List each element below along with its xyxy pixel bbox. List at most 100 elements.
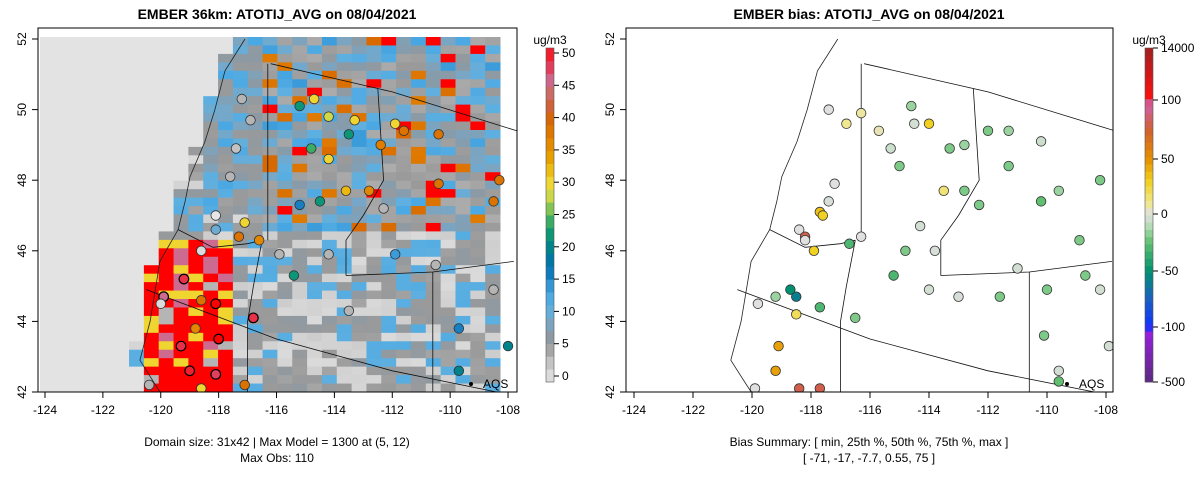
station-marker xyxy=(190,323,201,334)
grid-cell xyxy=(292,324,308,334)
station-marker xyxy=(823,196,834,207)
grid-cell xyxy=(336,121,353,131)
station-marker xyxy=(349,114,360,126)
grid-cell xyxy=(425,62,442,72)
grid-cell xyxy=(232,163,249,173)
grid-cell xyxy=(425,79,442,89)
grid-cell xyxy=(485,180,501,190)
grid-cell xyxy=(40,79,56,89)
grid-cell xyxy=(143,146,160,156)
grid-cell xyxy=(203,189,219,199)
grid-cell xyxy=(129,138,145,148)
grid-cell xyxy=(455,383,471,392)
grid-cell xyxy=(173,129,189,139)
grid-cell xyxy=(440,332,456,342)
grid-cell xyxy=(336,53,353,63)
grid-cell xyxy=(440,180,456,190)
grid-cell xyxy=(262,53,278,63)
grid-cell xyxy=(262,256,278,266)
station-marker xyxy=(210,210,221,221)
grid-cell xyxy=(485,87,501,97)
colorbar-tick-label: 40 xyxy=(562,111,576,125)
grid-cell xyxy=(218,324,234,334)
grid-cell xyxy=(247,53,264,63)
grid-cell xyxy=(158,138,175,148)
grid-cell xyxy=(440,146,456,156)
grid-cell xyxy=(425,104,442,114)
grid-cell xyxy=(129,113,145,123)
grid-cell xyxy=(99,138,115,148)
grid-cell xyxy=(425,138,442,148)
grid-cell xyxy=(381,96,397,106)
colorbar-segment xyxy=(546,227,554,242)
station-marker xyxy=(841,118,852,129)
grid-cell xyxy=(292,96,308,106)
grid-cell xyxy=(307,375,323,385)
grid-cell xyxy=(203,53,219,63)
grid-cell xyxy=(396,239,412,249)
grid-cell xyxy=(455,375,471,385)
grid-cell xyxy=(188,341,204,351)
grid-cell xyxy=(262,172,278,182)
grid-cell xyxy=(425,214,442,224)
grid-cell xyxy=(99,222,115,232)
y-tick-label: 44 xyxy=(603,314,617,328)
grid-cell xyxy=(203,332,219,342)
grid-cell xyxy=(425,155,442,165)
grid-cell xyxy=(188,96,204,106)
grid-cell xyxy=(69,155,86,165)
grid-cell xyxy=(485,332,501,342)
grid-cell xyxy=(336,62,353,72)
grid-cell xyxy=(114,299,130,308)
grid-cell xyxy=(470,341,486,351)
grid-cell xyxy=(114,315,130,325)
grid-cell xyxy=(321,206,338,215)
grid-cell xyxy=(351,146,367,156)
grid-cell xyxy=(440,248,456,258)
grid-cell xyxy=(247,138,264,148)
station-marker xyxy=(1094,284,1106,295)
grid-cell xyxy=(277,256,293,266)
grid-cell xyxy=(307,299,323,308)
grid-cell xyxy=(158,129,175,139)
grid-cell xyxy=(292,129,308,139)
grid-cell xyxy=(381,299,397,308)
grid-cell xyxy=(173,214,189,224)
grid-cell xyxy=(455,129,471,139)
x-tick-label: -120 xyxy=(149,403,173,417)
grid-cell xyxy=(336,324,353,334)
grid-cell xyxy=(188,214,204,224)
grid-cell xyxy=(188,163,204,173)
grid-cell xyxy=(321,282,338,292)
grid-cell xyxy=(440,87,456,97)
station-marker xyxy=(823,104,834,115)
grid-cell xyxy=(455,299,471,308)
station-marker xyxy=(378,203,389,214)
grid-cell xyxy=(218,189,234,199)
grid-cell xyxy=(321,290,338,300)
grid-cell xyxy=(247,366,264,376)
grid-cell xyxy=(470,37,486,46)
grid-cell xyxy=(396,315,412,325)
grid-cell xyxy=(396,155,412,165)
grid-cell xyxy=(114,214,130,224)
grid-cell xyxy=(277,163,293,173)
grid-cell xyxy=(410,189,427,199)
grid-cell xyxy=(336,315,353,325)
grid-cell xyxy=(351,121,367,131)
colorbar-segment xyxy=(1145,331,1153,339)
grid-cell xyxy=(247,256,264,266)
grid-cell xyxy=(366,231,382,241)
grid-cell xyxy=(410,104,427,114)
y-tick-label: 50 xyxy=(603,103,617,117)
grid-cell xyxy=(84,358,100,368)
grid-cell xyxy=(277,53,293,63)
grid-cell xyxy=(218,239,234,249)
x-tick-label: -118 xyxy=(207,403,230,417)
grid-cell xyxy=(262,239,278,249)
grid-cell xyxy=(336,383,353,392)
grid-cell xyxy=(425,113,442,123)
grid-cell xyxy=(336,239,353,249)
grid-cell xyxy=(54,214,71,224)
grid-cell xyxy=(410,282,427,292)
